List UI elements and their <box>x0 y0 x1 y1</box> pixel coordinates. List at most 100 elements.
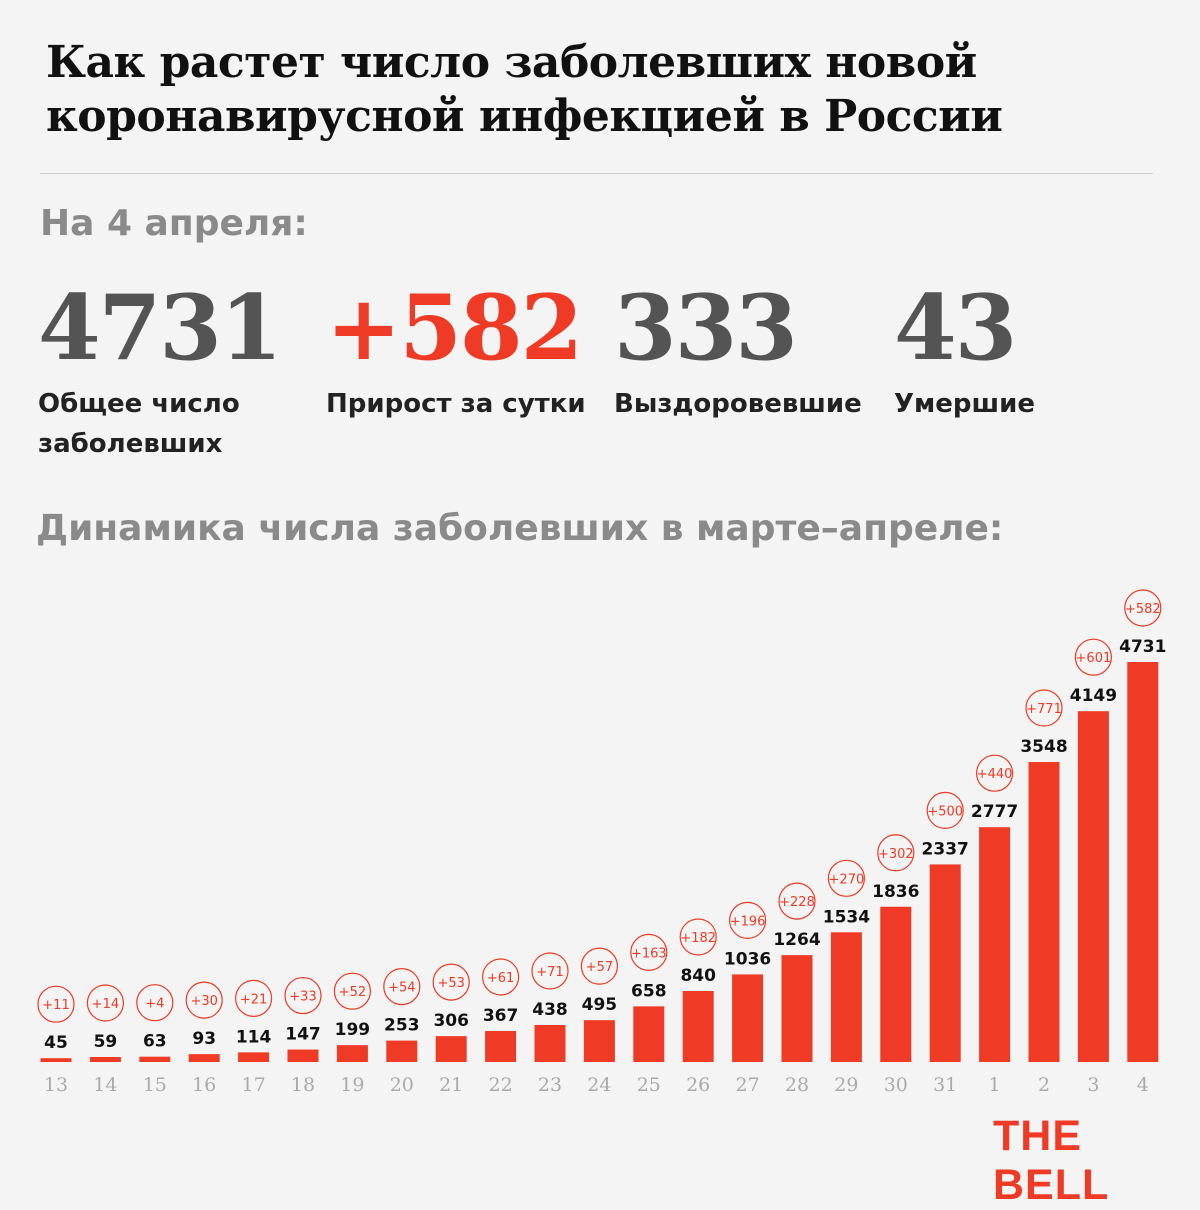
bar-value-label: 2337 <box>922 839 969 859</box>
x-tick-label: 27 <box>736 1074 760 1096</box>
stat-total-value: 4731 <box>38 275 282 381</box>
bar-value-label: 2777 <box>971 802 1018 822</box>
increment-circle <box>1124 589 1162 627</box>
x-tick-label: 31 <box>933 1074 957 1096</box>
x-tick-label: 26 <box>686 1074 710 1096</box>
increment-circle <box>1074 638 1113 676</box>
stat-increase: +582 Прирост за сутки <box>326 278 586 424</box>
x-tick-label: 16 <box>192 1074 216 1096</box>
increment-label: +71 <box>536 965 563 980</box>
bar <box>633 1006 665 1062</box>
increment-label: +500 <box>927 804 963 819</box>
stat-recovered: 333 Выздоровевшие <box>614 278 862 424</box>
stat-recovered-label: Выздоровевшие <box>614 389 862 419</box>
bar-value-label: 840 <box>680 966 716 986</box>
increment-circle <box>86 984 125 1022</box>
increment-label: +182 <box>680 931 716 946</box>
bar-value-label: 199 <box>335 1020 371 1040</box>
bar <box>583 1020 615 1062</box>
increment-circle <box>926 791 964 830</box>
bar <box>287 1049 319 1062</box>
increment-label: +14 <box>92 997 119 1012</box>
increment-circle <box>975 754 1014 792</box>
bar-value-label: 367 <box>483 1006 519 1026</box>
bar-value-label: 1534 <box>823 907 870 927</box>
x-tick-label: 3 <box>1087 1074 1099 1096</box>
x-tick-label: 28 <box>785 1074 809 1096</box>
x-tick-label: 23 <box>538 1074 562 1096</box>
increment-circle <box>679 918 717 956</box>
x-tick-label: 24 <box>587 1074 611 1096</box>
increment-label: +582 <box>1125 602 1161 617</box>
bar-value-label: 438 <box>532 1000 568 1020</box>
bar-value-label: 253 <box>384 1016 420 1036</box>
increment-label: +52 <box>339 985 366 1000</box>
bar <box>336 1045 368 1062</box>
bar-value-label: 45 <box>44 1033 68 1053</box>
increment-label: +61 <box>487 971 514 986</box>
bar <box>732 974 764 1062</box>
increment-circle <box>728 901 767 940</box>
divider <box>40 173 1153 174</box>
x-tick-label: 14 <box>93 1074 117 1096</box>
stat-recovered-value: 333 <box>614 275 798 381</box>
bar <box>89 1057 121 1062</box>
bar <box>880 906 912 1062</box>
increment-circle <box>580 947 619 985</box>
increment-label: +30 <box>190 994 217 1009</box>
increment-label: +440 <box>977 767 1013 782</box>
bar <box>139 1056 171 1062</box>
increment-circle <box>383 968 421 1006</box>
increment-circle <box>333 972 371 1010</box>
increment-circle <box>827 859 866 897</box>
stat-deaths: 43 Умершие <box>894 278 1035 424</box>
x-tick-label: 18 <box>291 1074 315 1096</box>
bar-value-label: 1836 <box>872 882 919 902</box>
increment-circle <box>778 882 816 920</box>
bar-value-label: 4731 <box>1119 637 1166 657</box>
x-tick-label: 13 <box>44 1074 68 1096</box>
bar <box>830 932 862 1062</box>
increment-label: +270 <box>829 872 865 887</box>
date-label: На 4 апреля: <box>40 203 308 244</box>
x-tick-label: 29 <box>834 1074 858 1096</box>
increment-label: +196 <box>730 914 766 929</box>
increment-circle <box>531 952 569 990</box>
bar-value-label: 114 <box>236 1027 272 1047</box>
bar <box>238 1052 270 1062</box>
x-tick-label: 20 <box>390 1074 414 1096</box>
increment-circle <box>284 976 322 1015</box>
increment-label: +11 <box>42 998 69 1013</box>
stat-total-label: Общее число заболевших <box>38 389 240 459</box>
bar-value-label: 1036 <box>724 949 771 969</box>
bar-value-label: 658 <box>631 981 667 1001</box>
bar-value-label: 4149 <box>1070 686 1117 706</box>
bar <box>929 864 961 1062</box>
increment-circle <box>630 933 668 971</box>
x-tick-label: 2 <box>1038 1074 1050 1096</box>
increment-label: +228 <box>779 895 815 910</box>
increment-label: +54 <box>388 981 415 996</box>
cases-bar-chart: 45+111359+141463+41593+3016114+2117147+3… <box>37 589 1166 1096</box>
bar-value-label: 3548 <box>1020 737 1067 757</box>
bar-value-label: 63 <box>143 1032 167 1052</box>
increment-label: +601 <box>1076 651 1112 666</box>
bar <box>979 827 1011 1062</box>
bar-value-label: 147 <box>285 1025 321 1045</box>
x-tick-label: 15 <box>143 1074 167 1096</box>
increment-label: +302 <box>878 847 914 862</box>
bar-value-label: 306 <box>433 1011 469 1031</box>
stat-increase-label: Прирост за сутки <box>326 389 586 419</box>
bar <box>188 1054 220 1062</box>
stat-deaths-value: 43 <box>894 275 1017 381</box>
bar <box>781 955 813 1062</box>
page-title: Как растет число заболевших новой корона… <box>46 37 1003 142</box>
increment-circle <box>185 981 223 1019</box>
stat-deaths-label: Умершие <box>894 389 1036 419</box>
increment-label: +771 <box>1026 702 1062 717</box>
x-tick-label: 17 <box>242 1074 266 1096</box>
x-tick-label: 21 <box>439 1074 463 1096</box>
increment-label: +57 <box>586 960 613 975</box>
stat-increase-value: +582 <box>326 275 583 381</box>
x-tick-label: 19 <box>340 1074 364 1096</box>
